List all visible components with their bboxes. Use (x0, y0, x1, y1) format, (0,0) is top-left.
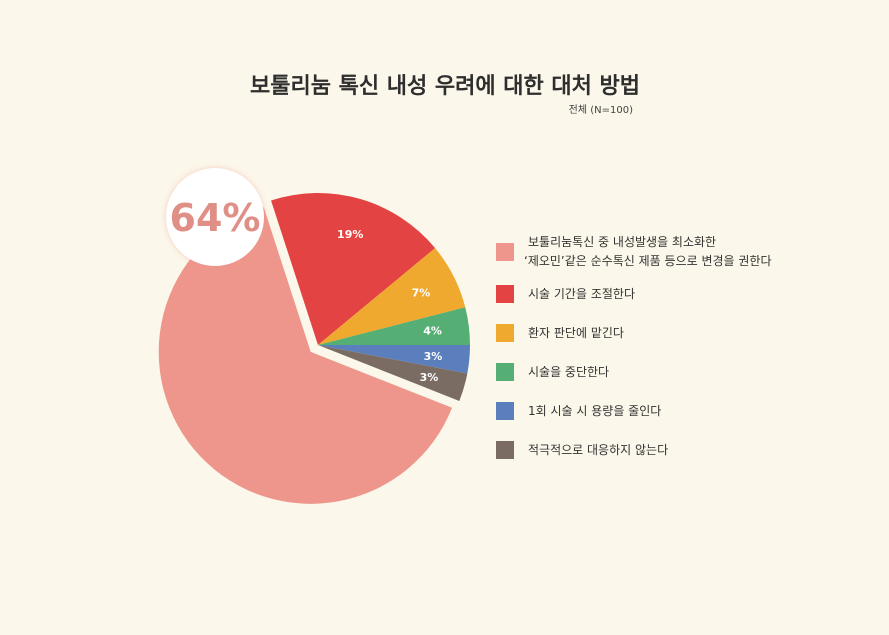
legend-swatch-2 (496, 285, 514, 303)
slice-value-label-3: 7% (412, 287, 431, 300)
legend: 보툴리눔톡신 중 내성발생을 최소화한 ‘제오민’같은 순수톡신 제품 등으로 변… (496, 235, 772, 459)
legend-label-line-1: 보툴리눔톡신 중 내성발생을 최소화한 (528, 235, 716, 249)
pie-slice-2 (271, 193, 436, 345)
slice-value-label-5: 3% (424, 350, 443, 363)
legend-swatch-6 (496, 441, 514, 459)
slice-value-label-6: 3% (420, 371, 439, 384)
pie-slice-1 (158, 207, 453, 504)
pie-slice-4 (318, 307, 470, 345)
chart-subtitle: 전체 (N=100) (569, 104, 633, 116)
pie-slice-labels: 19% 7% 4% 3% 3% (337, 228, 442, 384)
legend-label-6: 적극적으로 대응하지 않는다 (528, 443, 668, 457)
highlight-badge: 64% (166, 168, 264, 266)
legend-label-4: 시술을 중단한다 (528, 365, 609, 379)
pie-slices (158, 193, 470, 504)
legend-swatch-3 (496, 324, 514, 342)
legend-swatch-4 (496, 363, 514, 381)
legend-label-1: 보툴리눔톡신 중 내성발생을 최소화한 ‘제오민’같은 순수톡신 제품 등으로 변… (524, 235, 772, 268)
legend-label-5: 1회 시술 시 용량을 줄인다 (528, 404, 661, 418)
pie-slice-5 (318, 345, 470, 374)
slice-value-label-2: 19% (337, 228, 363, 241)
pie-slice-6 (318, 345, 468, 401)
pie-slice-3 (318, 248, 466, 345)
highlight-badge-circle (166, 168, 264, 266)
legend-swatch-5 (496, 402, 514, 420)
legend-label-2: 시술 기간을 조절한다 (528, 287, 635, 301)
legend-label-3: 환자 판단에 맡긴다 (528, 326, 624, 340)
chart-title: 보툴리눔 톡신 내성 우려에 대한 대처 방법 (250, 74, 640, 99)
slice-value-label-4: 4% (423, 325, 442, 338)
legend-label-line-2: ‘제오민’같은 순수톡신 제품 등으로 변경을 권한다 (524, 254, 772, 268)
highlight-badge-value: 64% (170, 196, 261, 240)
legend-swatch-1 (496, 243, 514, 261)
